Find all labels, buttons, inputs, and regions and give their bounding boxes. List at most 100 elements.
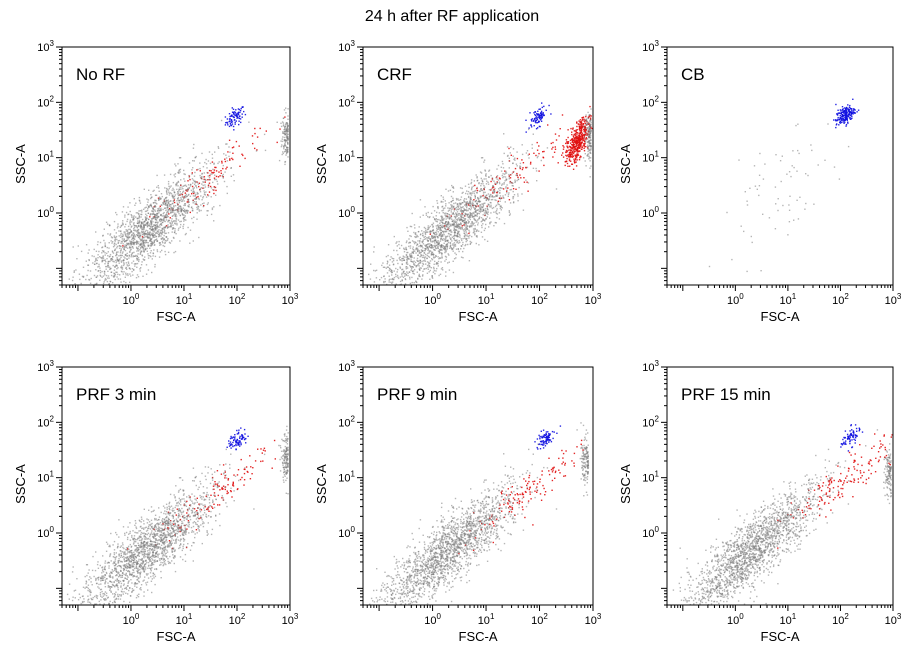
scatter-point (173, 191, 175, 193)
scatter-point (571, 133, 573, 136)
scatter-point (141, 261, 143, 263)
scatter-point (452, 206, 454, 208)
scatter-point (183, 178, 185, 180)
scatter-point (491, 207, 494, 210)
scatter-point (167, 215, 170, 218)
scatter-point (588, 134, 590, 136)
scatter-point (452, 235, 455, 237)
scatter-point (222, 173, 224, 176)
scatter-point (395, 275, 397, 278)
scatter-point (239, 115, 241, 117)
scatter-point (179, 171, 181, 173)
scatter-point (468, 195, 470, 198)
scatter-point (380, 276, 383, 279)
scatter-point (166, 227, 169, 229)
scatter-point (122, 273, 124, 275)
scatter-point (139, 243, 142, 246)
scatter-point (493, 192, 495, 194)
scatter-point (462, 257, 464, 259)
scatter-point (441, 234, 444, 236)
scatter-point (170, 207, 173, 209)
scatter-point (398, 257, 400, 259)
scatter-point (568, 155, 570, 157)
scatter-point (170, 208, 172, 211)
scatter-point (163, 220, 165, 222)
scatter-point (575, 142, 578, 145)
scatter-point (440, 221, 442, 223)
scatter-point (438, 249, 441, 251)
scatter-point (282, 152, 284, 155)
scatter-point (508, 210, 510, 212)
scatter-point (383, 275, 385, 278)
scatter-point (581, 136, 583, 138)
scatter-point (201, 183, 203, 185)
scatter-point (485, 197, 487, 199)
scatter-point (140, 250, 142, 252)
scatter-point (590, 145, 592, 147)
scatter-point (87, 269, 89, 272)
scatter-point (152, 252, 155, 255)
scatter-point (168, 201, 170, 203)
scatter-point (474, 208, 476, 210)
scatter-point (482, 214, 484, 216)
scatter-point (147, 236, 149, 239)
scatter-point (399, 259, 401, 261)
scatter-point (123, 239, 125, 241)
scatter-point (156, 203, 158, 205)
scatter-point (159, 198, 162, 200)
scatter-point (746, 270, 748, 273)
scatter-point (484, 214, 486, 216)
scatter-point (583, 147, 585, 150)
scatter-point (437, 237, 439, 239)
scatter-point (474, 200, 476, 203)
scatter-point (163, 234, 165, 237)
scatter-point (114, 242, 116, 244)
scatter-point (454, 243, 457, 246)
scatter-point (137, 250, 140, 252)
scatter-point (137, 276, 140, 278)
scatter-point (590, 131, 592, 133)
scatter-point (401, 273, 403, 276)
scatter-point (566, 151, 568, 153)
scatter-point (149, 238, 151, 241)
scatter-point (440, 195, 442, 197)
scatter-point (530, 119, 533, 121)
scatter-point (158, 190, 160, 192)
scatter-point (405, 246, 407, 249)
scatter-point (499, 200, 501, 202)
scatter-point (284, 125, 286, 128)
scatter-point (137, 220, 139, 222)
scatter-point (743, 230, 745, 233)
scatter-point (160, 218, 162, 220)
scatter-point (459, 219, 461, 222)
scatter-point (451, 240, 453, 242)
scatter-point (182, 227, 184, 230)
scatter-point (117, 241, 120, 244)
scatter-point (474, 227, 476, 230)
scatter-point (419, 268, 421, 271)
scatter-point (182, 217, 185, 220)
scatter-point (163, 215, 165, 217)
scatter-point (494, 196, 496, 198)
scatter-point (510, 146, 512, 148)
scatter-point (146, 215, 148, 217)
scatter-point (174, 250, 177, 253)
scatter-point (194, 181, 197, 183)
scatter-point (496, 195, 498, 197)
scatter-point (182, 185, 185, 187)
scatter-point (440, 268, 443, 270)
scatter-point (473, 215, 475, 218)
scatter-point (492, 196, 495, 198)
scatter-point (146, 234, 148, 236)
scatter-point (147, 253, 149, 255)
scatter-point (500, 206, 502, 208)
scatter-point (492, 189, 495, 192)
scatter-point (159, 224, 161, 226)
scatter-point (101, 246, 104, 248)
scatter-point (569, 153, 571, 155)
scatter-point (238, 117, 240, 120)
scatter-point (485, 212, 488, 214)
scatter-point (178, 205, 180, 208)
scatter-point (774, 228, 777, 230)
scatter-point (163, 216, 165, 218)
